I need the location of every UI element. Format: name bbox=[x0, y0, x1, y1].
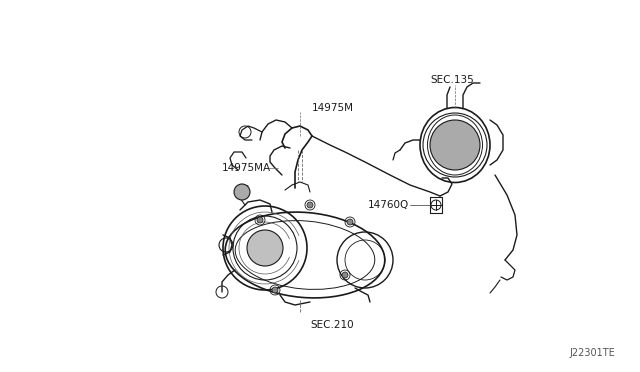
Circle shape bbox=[342, 272, 348, 278]
Text: J22301TE: J22301TE bbox=[569, 348, 615, 358]
Circle shape bbox=[257, 217, 263, 223]
Text: 14975MA: 14975MA bbox=[222, 163, 271, 173]
Circle shape bbox=[347, 219, 353, 225]
Text: 14975M: 14975M bbox=[312, 103, 354, 113]
Circle shape bbox=[430, 120, 480, 170]
Text: 14760Q: 14760Q bbox=[368, 200, 409, 210]
Circle shape bbox=[247, 230, 283, 266]
Circle shape bbox=[272, 287, 278, 293]
Circle shape bbox=[234, 184, 250, 200]
Text: SEC.210: SEC.210 bbox=[310, 320, 354, 330]
Circle shape bbox=[307, 202, 313, 208]
Text: SEC.135: SEC.135 bbox=[430, 75, 474, 85]
